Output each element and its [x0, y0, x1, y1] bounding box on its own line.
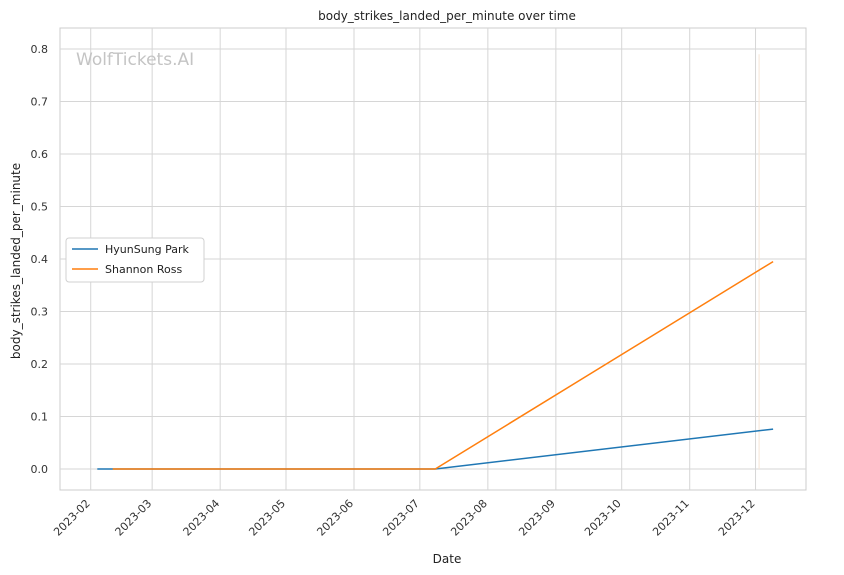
x-tick-label: 2023-09 [516, 497, 558, 539]
x-tick-label: 2023-11 [650, 497, 692, 539]
x-tick-label: 2023-10 [582, 497, 624, 539]
x-tick-label: 2023-03 [113, 497, 155, 539]
y-axis-label: body_strikes_landed_per_minute [9, 163, 23, 359]
legend-box [65, 237, 205, 283]
chart-title: body_strikes_landed_per_minute over time [318, 9, 576, 23]
y-ticks: 0.0 0.1 0.2 0.3 0.4 0.5 0.6 0.7 0.8 [31, 43, 49, 476]
legend-label-hyunsung-park: HyunSung Park [105, 243, 190, 256]
x-tick-label: 2023-07 [380, 497, 422, 539]
series-line-shannon-ross [112, 260, 774, 470]
legend-label-shannon-ross: Shannon Ross [105, 263, 182, 276]
y-tick-label: 0.8 [31, 43, 49, 56]
x-tick-label: 2023-04 [181, 497, 223, 539]
y-tick-label: 0.2 [31, 358, 49, 371]
x-tick-label: 2023-02 [51, 497, 93, 539]
legend: HyunSung Park Shannon Ross [65, 237, 205, 283]
watermark: WolfTickets.AI [76, 50, 194, 70]
y-tick-label: 0.7 [31, 96, 49, 109]
y-tick-label: 0.0 [31, 463, 49, 476]
y-tick-label: 0.3 [31, 306, 49, 319]
series-lines [97, 54, 774, 470]
x-tick-label: 2023-08 [448, 497, 490, 539]
x-tick-label: 2023-12 [716, 497, 758, 539]
gridlines [60, 28, 806, 490]
y-tick-label: 0.4 [31, 253, 49, 266]
x-tick-label: 2023-05 [246, 497, 288, 539]
x-ticks: 2023-02 2023-03 2023-04 2023-05 2023-06 2023-… [51, 497, 758, 539]
x-tick-label: 2023-06 [314, 497, 356, 539]
y-tick-label: 0.5 [31, 201, 49, 214]
y-tick-label: 0.6 [31, 148, 49, 161]
x-axis-label: Date [433, 552, 462, 566]
y-tick-label: 0.1 [31, 411, 49, 424]
